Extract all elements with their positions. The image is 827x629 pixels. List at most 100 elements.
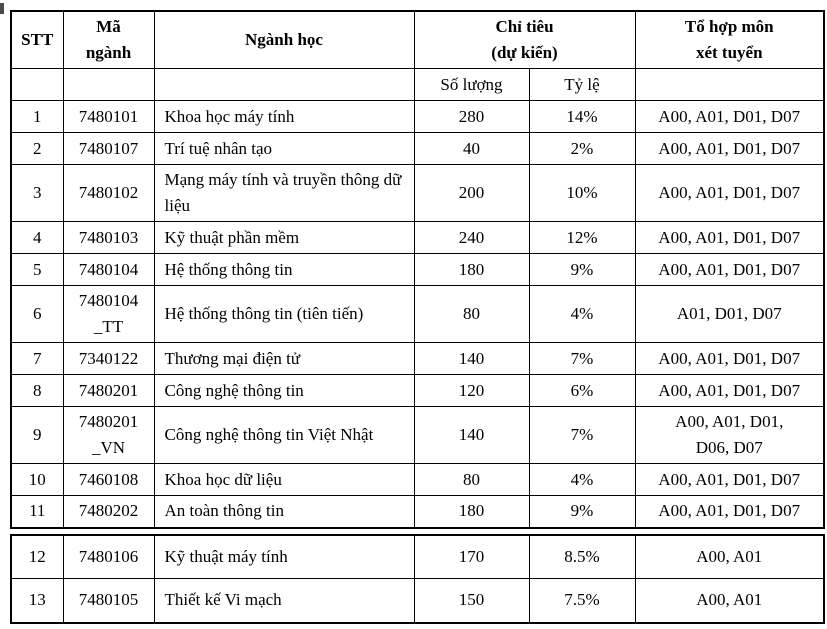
stt-cell: 10 [10,463,64,496]
quantity-cell: 180 [413,495,530,528]
major-name-cell: Công nghệ thông tin [153,374,415,407]
subject-combos-cell: A00, A01 [634,578,825,623]
ratio-cell: 4% [528,285,636,343]
table-row: 3 7480102 Mạng máy tính và truyền thông dữ… [10,164,825,222]
subject-combos-cell: A00, A01, D01, D06, D07 [634,406,825,464]
stt-cell: 6 [10,285,64,343]
ratio-cell: 9% [528,495,636,528]
quantity-cell: 170 [413,534,530,579]
table-row: 13 7480105 Thiết kế Vi mạch 150 7.5% A00, A01 [10,578,825,623]
major-name-cell: Hệ thống thông tin [153,253,415,286]
subject-combos-cell: A01, D01, D07 [634,285,825,343]
table-row: 2 7480107 Trí tuệ nhân tạo 40 2% A00, A01, D0… [10,132,825,165]
stt-cell: 5 [10,253,64,286]
stt-cell: 2 [10,132,64,165]
major-code-cell: 7480104 [62,253,155,286]
stt-cell: 8 [10,374,64,407]
subject-combos-cell: A00, A01, D01, D07 [634,253,825,286]
ratio-cell: 10% [528,164,636,222]
header-stt: STT [10,10,64,69]
table-row: 7 7340122 Thương mại điện tử 140 7% A00, A01,… [10,342,825,375]
major-name-cell: Công nghệ thông tin Việt Nhật [153,406,415,464]
ratio-cell: 7% [528,406,636,464]
major-code-cell: 7480201 [62,374,155,407]
subject-combos-cell: A00, A01, D01, D07 [634,132,825,165]
header-row-main: STT Mã ngành Ngành học Chỉ tiêu (dự kiến… [10,10,825,69]
major-code-cell: 7480201 _VN [62,406,155,464]
stt-cell: 12 [10,534,64,579]
quantity-cell: 40 [413,132,530,165]
ratio-cell: 8.5% [528,534,636,579]
quantity-cell: 280 [413,100,530,133]
quantity-cell: 120 [413,374,530,407]
subject-combos-cell: A00, A01, D01, D07 [634,495,825,528]
major-name-cell: Khoa học máy tính [153,100,415,133]
main-table-body: 1 7480101 Khoa học máy tính 280 14% A00, A01,… [10,100,825,528]
table-row: 4 7480103 Kỹ thuật phần mềm 240 12% A00, A01,… [10,221,825,254]
header-quota: Chỉ tiêu (dự kiến) [413,10,636,69]
secondary-table-body: 12 7480106 Kỹ thuật máy tính 170 8.5% A00, A0… [10,534,825,623]
table-row: 10 7460108 Khoa học dữ liệu 80 4% A00, A01, D… [10,463,825,496]
major-code-cell: 7480105 [62,578,155,623]
header-ratio: Tỷ lệ [528,68,636,101]
major-name-cell: Thương mại điện tử [153,342,415,375]
quantity-cell: 140 [413,342,530,375]
ratio-cell: 9% [528,253,636,286]
quantity-cell: 80 [413,463,530,496]
table-row: 1 7480101 Khoa học máy tính 280 14% A00, A01,… [10,100,825,133]
major-code-cell: 7340122 [62,342,155,375]
header-empty-code [62,68,155,101]
major-code-cell: 7460108 [62,463,155,496]
ratio-cell: 7% [528,342,636,375]
major-name-cell: Kỹ thuật phần mềm [153,221,415,254]
table-row: 12 7480106 Kỹ thuật máy tính 170 8.5% A00, A0… [10,534,825,579]
major-code-cell: 7480101 [62,100,155,133]
table-row: 6 7480104 _TT Hệ thống thông tin (tiên tiế… [10,285,825,343]
subject-combos-cell: A00, A01, D01, D07 [634,342,825,375]
major-name-cell: Thiết kế Vi mạch [153,578,415,623]
header-quantity: Số lượng [413,68,530,101]
quantity-cell: 200 [413,164,530,222]
header-subject-combos: Tổ hợp môn xét tuyển [634,10,825,69]
quantity-cell: 240 [413,221,530,254]
header-empty-stt [10,68,64,101]
ratio-cell: 7.5% [528,578,636,623]
quantity-cell: 180 [413,253,530,286]
table-row: 11 7480202 An toàn thông tin 180 9% A00, A01,… [10,495,825,528]
stt-cell: 3 [10,164,64,222]
stt-cell: 13 [10,578,64,623]
subject-combos-cell: A00, A01, D01, D07 [634,221,825,254]
stt-cell: 7 [10,342,64,375]
header-major-code: Mã ngành [62,10,155,69]
major-code-cell: 7480107 [62,132,155,165]
table-row: 5 7480104 Hệ thống thông tin 180 9% A00, A01,… [10,253,825,286]
subject-combos-cell: A00, A01, D01, D07 [634,463,825,496]
major-code-cell: 7480104 _TT [62,285,155,343]
ratio-cell: 6% [528,374,636,407]
header-empty-name [153,68,415,101]
stt-cell: 9 [10,406,64,464]
header-major-name: Ngành học [153,10,415,69]
table-header: STT Mã ngành Ngành học Chỉ tiêu (dự kiến… [10,10,825,101]
subject-combos-cell: A00, A01, D01, D07 [634,374,825,407]
ratio-cell: 12% [528,221,636,254]
subject-combos-cell: A00, A01, D01, D07 [634,164,825,222]
ratio-cell: 14% [528,100,636,133]
stt-cell: 11 [10,495,64,528]
major-code-cell: 7480102 [62,164,155,222]
major-code-cell: 7480202 [62,495,155,528]
table-row: 9 7480201 _VN Công nghệ thông tin Việt Nhậ… [10,406,825,464]
quantity-cell: 80 [413,285,530,343]
major-name-cell: Mạng máy tính và truyền thông dữ liệu [153,164,415,222]
scan-artifact [0,3,4,14]
table-row: 8 7480201 Công nghệ thông tin 120 6% A00, A01… [10,374,825,407]
major-name-cell: Khoa học dữ liệu [153,463,415,496]
admission-quota-table-continued: 12 7480106 Kỹ thuật máy tính 170 8.5% A00, A0… [10,533,825,624]
ratio-cell: 4% [528,463,636,496]
major-name-cell: An toàn thông tin [153,495,415,528]
admission-quota-table: STT Mã ngành Ngành học Chỉ tiêu (dự kiến… [10,10,825,529]
header-empty-combos [634,68,825,101]
quantity-cell: 150 [413,578,530,623]
ratio-cell: 2% [528,132,636,165]
